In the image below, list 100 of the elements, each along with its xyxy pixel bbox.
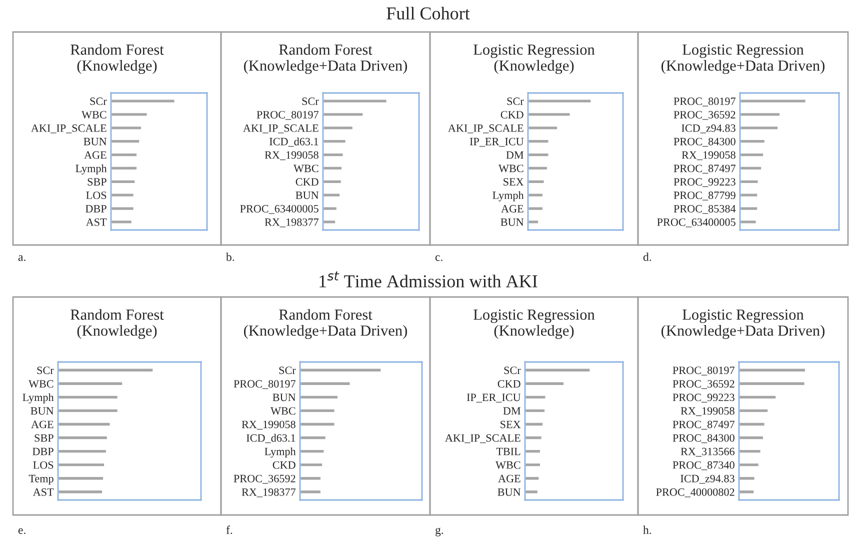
text: g. — [436, 528, 444, 536]
bar — [300, 489, 322, 495]
bar — [58, 435, 108, 440]
bar — [323, 112, 364, 118]
y-tick-label: AKI_IP_SCALE — [448, 124, 524, 134]
bar — [111, 152, 138, 158]
bar — [525, 435, 543, 440]
bar — [323, 178, 342, 184]
bar — [323, 166, 343, 171]
y-tick-label: DM — [503, 407, 521, 415]
y-tick-label: PROC_80197 — [234, 380, 296, 389]
bar — [739, 408, 770, 414]
y-tick-label: BUN — [84, 138, 107, 146]
text: 1$^{st}$ Time Admission with AKI — [320, 271, 538, 288]
bar — [528, 166, 548, 171]
y-tick-label: BUN — [296, 192, 319, 200]
bar — [58, 408, 119, 414]
bar — [528, 112, 572, 118]
bar — [528, 206, 544, 212]
bar — [58, 422, 112, 427]
y-tick-label: BUN — [272, 394, 296, 402]
bar — [740, 166, 762, 171]
bar — [525, 448, 542, 454]
bar — [525, 394, 547, 400]
bar — [323, 152, 344, 158]
y-tick-label: AST — [32, 488, 54, 496]
y-tick-label: SCr — [504, 366, 521, 374]
y-tick-label: AKI_IP_SCALE — [243, 124, 318, 134]
y-tick-label: WBC — [294, 164, 318, 172]
bar — [300, 380, 352, 386]
y-tick-label: TBIL — [496, 448, 520, 456]
bar — [323, 138, 347, 144]
bar — [300, 462, 324, 468]
y-tick-label: SCr — [37, 366, 54, 374]
y-tick-label: PROC_99223 — [674, 178, 736, 187]
y-tick-label: BUN — [498, 488, 521, 496]
bar — [739, 367, 806, 373]
text: b. — [226, 252, 234, 262]
y-tick-label: LOS — [86, 192, 106, 200]
y-tick-label: SCr — [279, 366, 296, 374]
bar — [528, 138, 550, 144]
y-tick-label: IP_ER_ICU — [466, 394, 521, 402]
text: h. — [643, 526, 652, 534]
y-tick-label: PROC_36592 — [674, 110, 736, 120]
y-tick-label: RX_313566 — [680, 448, 734, 457]
y-tick-label: PROC_80197 — [256, 110, 319, 120]
y-tick-label: ICD_z94.83 — [682, 124, 736, 134]
y-tick-label: PROC_63400005 — [240, 204, 318, 214]
bar — [300, 367, 382, 373]
y-tick-label: DBP — [32, 448, 54, 456]
y-tick-label: AGE — [31, 420, 54, 428]
y-tick-label: SCr — [90, 98, 107, 106]
bar — [740, 152, 764, 158]
bar — [111, 178, 136, 184]
bar — [300, 448, 326, 454]
y-tick-label: AKI_IP_SCALE — [445, 434, 520, 444]
y-tick-label: SEX — [500, 420, 521, 428]
bar — [739, 448, 762, 454]
y-tick-label: SCr — [302, 98, 319, 106]
bar — [525, 476, 540, 482]
bar — [739, 394, 778, 400]
y-tick-label: RX_198377 — [264, 218, 319, 228]
y-tick-label: PROC_87497 — [672, 420, 735, 430]
text: f. — [226, 526, 232, 534]
y-tick-label: RX_198377 — [242, 488, 296, 498]
y-tick-label: AKI_IP_SCALE — [31, 124, 106, 134]
bar — [300, 435, 327, 440]
y-tick-label: PROC_87799 — [674, 192, 736, 200]
text: e. — [18, 528, 26, 534]
chart-title: Logistic Regression (Knowledge) — [474, 44, 595, 74]
bar — [111, 98, 176, 104]
bar — [58, 448, 108, 454]
y-tick-label: AGE — [501, 205, 524, 212]
y-tick-label: ICD_d63.1 — [246, 434, 296, 444]
bar — [739, 476, 756, 482]
y-tick-label: DBP — [86, 205, 106, 212]
bar — [525, 380, 565, 386]
bar — [739, 422, 766, 427]
y-tick-label: CKD — [296, 178, 318, 186]
chart-title: Logistic Regression (Knowledge+Data Driven) — [662, 44, 824, 74]
y-tick-label: PROC_87340 — [672, 461, 734, 470]
y-tick-label: PROC_36592 — [234, 474, 296, 484]
y-tick-label: Lymph — [22, 393, 54, 404]
bar — [58, 367, 154, 373]
y-tick-label: RX_199058 — [264, 151, 318, 160]
y-tick-label: AGE — [498, 474, 520, 482]
bar — [300, 394, 339, 400]
bar — [111, 219, 133, 225]
y-tick-label: Lymph — [76, 164, 107, 174]
bar — [525, 367, 592, 373]
bar — [739, 462, 760, 468]
chart-title: Random Forest (Knowledge+Data Driven) — [244, 309, 407, 339]
y-tick-label: PROC_84300 — [672, 434, 734, 444]
bar — [525, 489, 539, 495]
y-tick-label: Lymph — [264, 447, 296, 458]
bar — [528, 178, 546, 184]
bar — [58, 489, 104, 495]
text: a. — [18, 255, 26, 262]
bar — [300, 476, 322, 482]
y-tick-label: WBC — [498, 164, 524, 172]
